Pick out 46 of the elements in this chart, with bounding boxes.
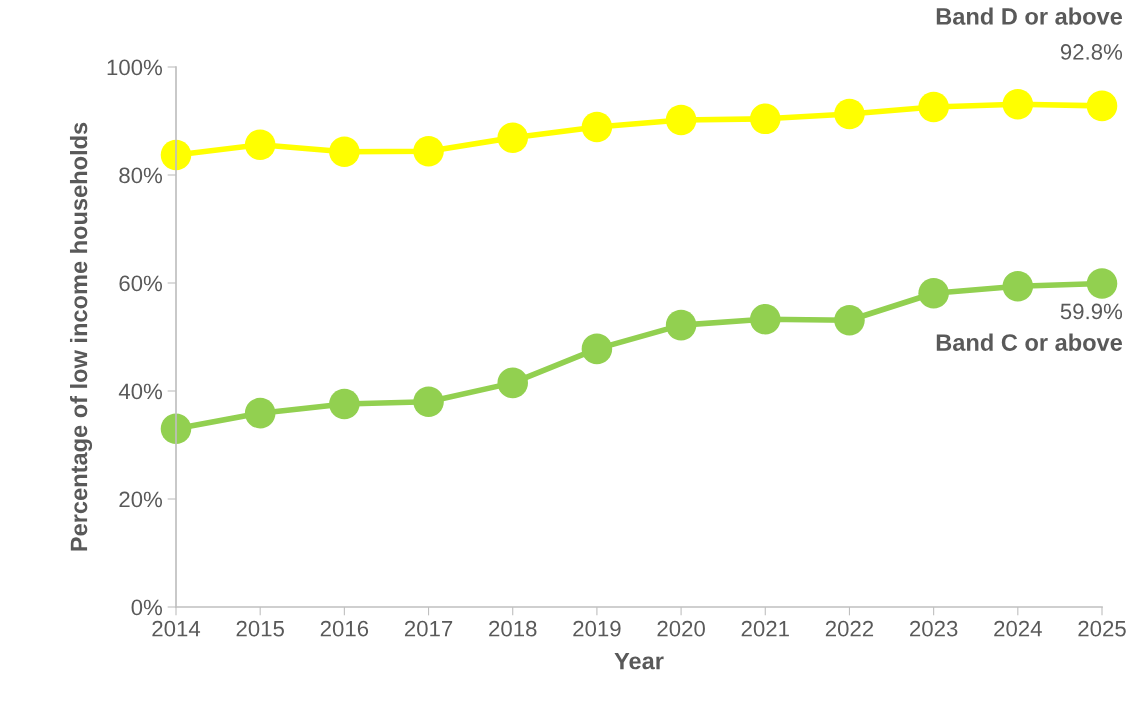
point (665, 309, 697, 341)
x-tick-label: 2016 (320, 620, 369, 637)
x-tick-label: 2015 (236, 620, 284, 637)
x-tick-label: 2023 (910, 620, 958, 637)
text: Band D or above (936, 7, 1123, 25)
y-tick-label: 100% (107, 59, 163, 76)
point (918, 91, 949, 123)
x-tick-label: 2014 (152, 620, 201, 637)
y-tick-label: 80% (119, 167, 163, 184)
point (1086, 90, 1118, 122)
point (834, 98, 865, 130)
point (918, 277, 949, 309)
point (749, 103, 781, 135)
point (413, 386, 444, 418)
y-tick-label: 40% (118, 383, 163, 400)
x-tick-label: 2017 (404, 620, 453, 637)
point (329, 388, 360, 420)
point (665, 104, 697, 136)
y-axis-title: Percentage of low income households (69, 122, 93, 551)
x-tick-label: 2018 (489, 620, 537, 637)
point (1002, 88, 1034, 120)
point (497, 122, 529, 154)
point (834, 304, 865, 336)
point (244, 397, 276, 429)
point (329, 136, 360, 168)
point (1086, 268, 1118, 299)
point (581, 111, 613, 143)
data-label: 92.8% (1060, 44, 1123, 60)
x-axis-title: Year (614, 652, 664, 670)
series-label: Band C or above (936, 333, 1123, 351)
point (749, 303, 781, 335)
x-tick-label: 2024 (994, 620, 1042, 637)
y-tick-label: 20% (119, 491, 163, 508)
x-tick-label: 2025 (1078, 620, 1126, 637)
point (581, 333, 613, 365)
data-label: 59.9% (1060, 303, 1123, 320)
y-tick-label: 60% (119, 275, 163, 292)
x-tick-label: 2019 (573, 620, 621, 637)
point (1002, 270, 1034, 302)
y-tick-label: 0% (131, 599, 163, 616)
point (497, 367, 529, 399)
x-tick-label: 2021 (741, 620, 789, 637)
x-tick-label: 2020 (657, 620, 705, 637)
point (413, 135, 444, 167)
point (244, 129, 276, 161)
x-tick-label: 2022 (825, 620, 874, 637)
